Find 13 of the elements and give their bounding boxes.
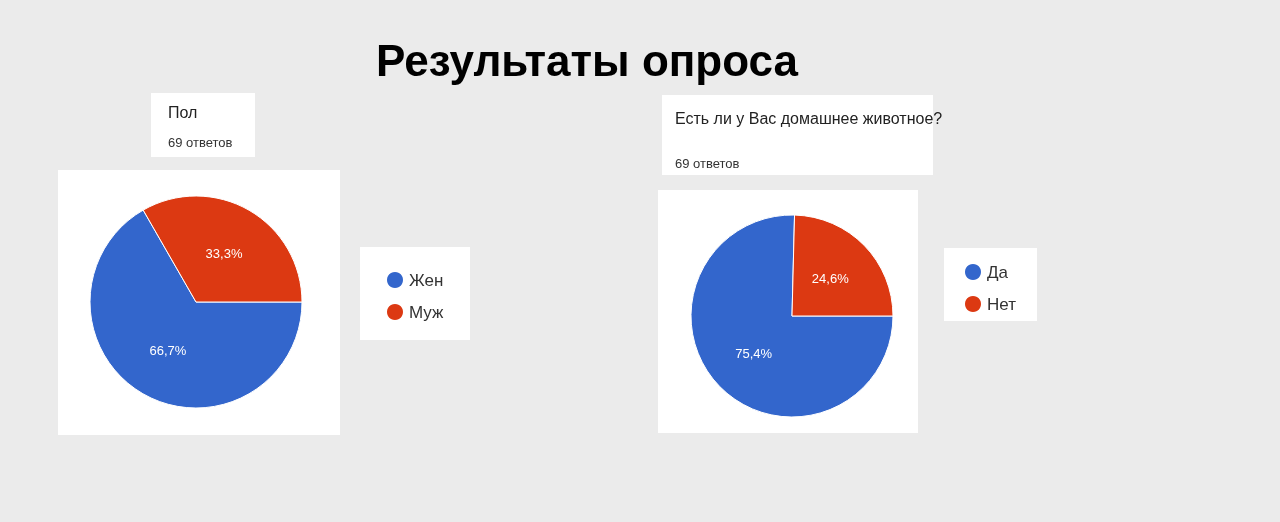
chart-title: Есть ли у Вас домашнее животное? — [675, 109, 943, 127]
chart-subtitle: 69 ответов — [675, 156, 740, 171]
chart-title: Пол — [168, 103, 198, 121]
data-label: 66,7% — [149, 342, 187, 358]
legend-label: Жен — [409, 270, 444, 290]
data-label: 75,4% — [735, 345, 773, 361]
legend-label: Нет — [987, 294, 1017, 314]
text: Результаты опроса — [375, 36, 800, 86]
data-label: 33,3% — [205, 246, 243, 262]
legend-label: Да — [987, 262, 1009, 282]
chart-subtitle: 69 ответов — [168, 135, 233, 150]
legend-label: Муж — [409, 302, 445, 322]
data-label: 24,6% — [811, 271, 850, 287]
